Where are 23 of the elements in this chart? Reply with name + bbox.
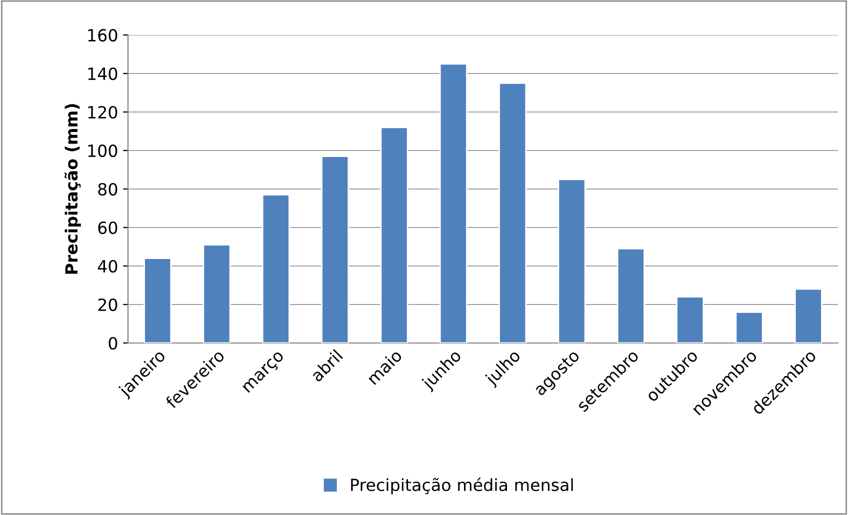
y-tick-label: 100	[88, 144, 118, 158]
bar	[498, 82, 527, 343]
y-tick-label: 0	[108, 336, 118, 350]
bar	[676, 296, 704, 343]
bar	[794, 288, 822, 343]
y-tick-label: 60	[98, 221, 118, 234]
y-axis-title: Precipitação (mm)	[64, 104, 81, 274]
bar	[321, 156, 350, 343]
y-tick-label: 120	[88, 106, 118, 119]
bar	[144, 258, 172, 343]
y-tick-label: 20	[98, 298, 118, 312]
legend-label: Precipitação média mensal	[351, 478, 573, 494]
y-tick-label: 140	[88, 67, 118, 80]
bar	[262, 194, 290, 343]
bar	[616, 248, 645, 343]
bar	[558, 178, 586, 343]
bar	[202, 244, 231, 343]
y-tick-label: 80	[98, 182, 118, 196]
bar	[735, 312, 764, 343]
y-tick-label: 160	[88, 28, 118, 42]
bar	[439, 63, 468, 343]
bar	[380, 126, 408, 343]
y-tick-label: 40	[98, 260, 118, 273]
